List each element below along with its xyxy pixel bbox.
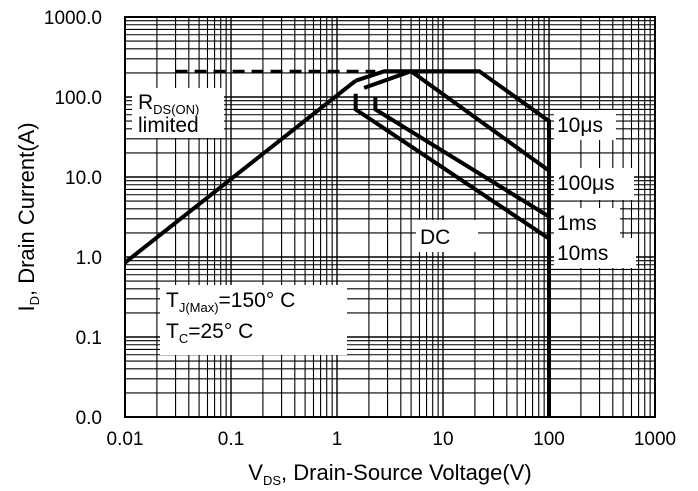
plot-frame	[124, 16, 656, 418]
x-axis-label: VDS, Drain-Source Voltage(V)	[248, 460, 531, 488]
x-tick-label: 0.01	[107, 429, 144, 450]
x-tick-labels: 0.01 0.1 1 10 100 1000	[107, 429, 677, 450]
y-tick-label: 10.0	[65, 168, 102, 189]
series-line-10s	[355, 69, 551, 417]
grid	[124, 17, 655, 418]
y-tick-label: 1.0	[76, 248, 102, 269]
series-label-dc: DC	[420, 226, 450, 249]
series-line-1ms	[373, 97, 551, 219]
rds-annotation-line2: limited	[138, 114, 199, 137]
series-label-10ms: 10ms	[557, 242, 608, 265]
y-tick-label: 1000.0	[44, 8, 102, 29]
tj-annotation: TJ(Max)=150° C	[166, 289, 295, 315]
y-tick-label: 100.0	[54, 88, 102, 109]
x-tick-label: 1	[332, 429, 343, 450]
y-tick-label: 0.1	[76, 328, 102, 349]
series-line-100s	[363, 68, 551, 173]
x-tick-label: 10	[432, 429, 453, 450]
tc-annotation: TC=25° C	[166, 320, 253, 346]
x-tick-label: 0.1	[218, 429, 244, 450]
series-label-1ms: 1ms	[557, 212, 597, 235]
series-label-100us: 100μs	[557, 172, 615, 195]
x-tick-label: 100	[533, 429, 565, 450]
series-line-10ms	[353, 93, 551, 241]
series-label-10us: 10μs	[557, 114, 603, 137]
x-tick-label: 1000	[634, 429, 676, 450]
y-axis-label: ID, Drain Current(A)	[14, 122, 42, 311]
y-tick-labels: 0.0 0.1 1.0 10.0 100.0 1000.0	[44, 8, 102, 429]
curves	[123, 68, 551, 417]
rds-on-limit-line	[123, 79, 357, 265]
rds-annotation: RDS(ON)	[138, 91, 199, 117]
y-tick-label: 0.0	[76, 408, 102, 429]
